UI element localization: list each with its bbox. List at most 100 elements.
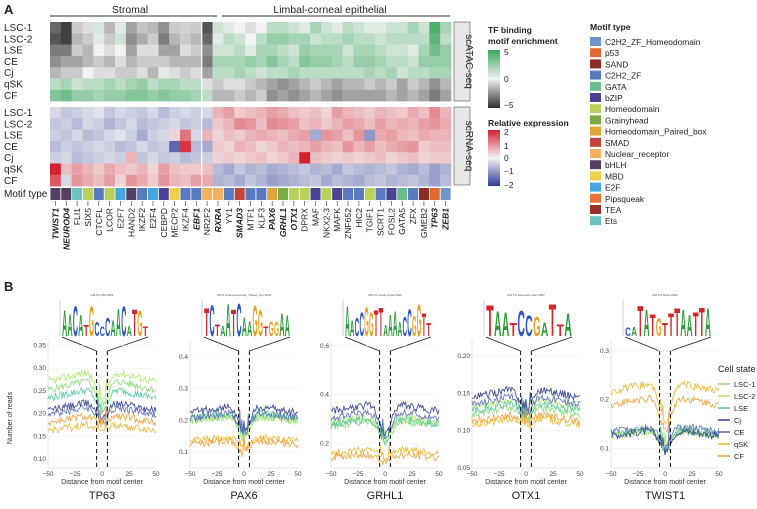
atac-cell: [71, 78, 83, 91]
x-tick-label: 25: [125, 471, 133, 478]
x-tick-label: −25: [352, 471, 363, 478]
logo-letter: T: [231, 302, 236, 345]
gene-title: PAX6: [230, 490, 257, 502]
motif-legend-swatch: [590, 37, 601, 46]
motif-type-cell: [288, 188, 299, 200]
rna-cell: [342, 118, 354, 130]
motif-type-cell: [277, 188, 289, 200]
atac-cell: [407, 33, 419, 45]
binding-tick-high: 5: [504, 47, 509, 57]
motif-legend-swatch: [590, 149, 601, 158]
atac-cell: [310, 78, 322, 91]
motif-legend-label: C2H2_ZF: [605, 71, 641, 81]
cell-legend-label: CF: [734, 452, 744, 461]
atac-cell: [310, 44, 322, 57]
y-tick-label: 0.15: [457, 390, 470, 397]
gene-title: OTX1: [512, 490, 541, 502]
atac-cell: [82, 67, 94, 79]
y-tick-label: 0.25: [33, 388, 46, 395]
rna-cell: [50, 152, 62, 164]
atac-cell: [440, 33, 452, 45]
atac-cell: [320, 67, 333, 79]
atac-cell: [342, 44, 354, 57]
atac-cell: [353, 44, 365, 57]
gene-label: SIX5: [83, 208, 93, 227]
motif-legend-label: Ets: [605, 216, 617, 226]
rna-row-label: Cj: [4, 153, 13, 164]
atac-cell: [50, 78, 62, 91]
atac-cell: [50, 55, 62, 68]
rna-cell: [245, 152, 257, 164]
atac-cell: [60, 55, 72, 68]
atac-cell: [418, 22, 430, 34]
rna-cell: [299, 118, 311, 130]
rna-cell: [71, 140, 83, 153]
logo-letter: T: [426, 319, 431, 340]
gene-label: FOSL2: [386, 208, 396, 235]
atac-cell: [104, 44, 116, 57]
x-tick-label: 50: [294, 471, 302, 478]
rna-cell: [82, 163, 94, 176]
gene-label: LCOR: [105, 208, 115, 232]
gene-label: CEBPD: [159, 208, 169, 238]
x-tick-label: 25: [688, 471, 696, 478]
rna-cell: [364, 129, 376, 142]
rna-cell: [147, 152, 159, 164]
atac-cell: [418, 55, 430, 68]
logo-letter: T: [557, 321, 565, 340]
atac-cell: [440, 22, 452, 34]
rna-cell: [288, 174, 300, 187]
logo-letter: T: [674, 301, 680, 345]
rna-cell: [115, 152, 127, 164]
rna-row-label: LSC-1: [4, 108, 33, 119]
rna-cell: [288, 129, 300, 142]
rna-cell: [60, 107, 72, 119]
motif-type-cell: [104, 188, 115, 200]
y-tick-label: 0.15: [33, 433, 46, 440]
motif-type-cell: [50, 188, 61, 200]
atac-cell: [234, 78, 246, 91]
rna-cell: [50, 163, 62, 176]
atac-cell: [136, 89, 148, 102]
atac-cell: [223, 89, 235, 102]
atac-cell: [125, 67, 138, 79]
atac-cell: [50, 33, 62, 45]
rna-cell: [375, 118, 387, 130]
atac-cell: [375, 67, 387, 79]
rna-cell: [180, 163, 192, 176]
profile-line: [610, 379, 720, 425]
atac-cell: [342, 55, 354, 68]
y-tick-label: 0.05: [457, 465, 470, 472]
logo-letter: A: [242, 312, 247, 342]
motif-type-cell: [245, 188, 256, 200]
atac-cell: [396, 67, 408, 79]
gene-label: OTX1: [289, 208, 299, 231]
rna-cell: [180, 152, 192, 164]
rna-cell: [407, 152, 419, 164]
motif-type-cell: [147, 188, 158, 200]
y-tick-label: 0.6: [320, 343, 329, 350]
rna-cell: [93, 118, 105, 130]
atac-cell: [212, 67, 224, 79]
rna-cell: [331, 129, 343, 142]
atac-cell: [375, 89, 387, 102]
motif-type-cell: [72, 188, 83, 200]
motif-type-cell: [256, 188, 267, 200]
atac-cell: [104, 22, 116, 34]
atac-cell: [385, 55, 398, 68]
logo-letter: T: [650, 307, 656, 343]
atac-cell: [375, 33, 387, 45]
atac-cell: [407, 44, 419, 57]
gene-title: TWIST1: [645, 490, 685, 502]
rna-cell: [169, 118, 181, 130]
atac-cell: [93, 33, 105, 45]
rna-cell: [223, 140, 235, 153]
rna-cell: [310, 140, 322, 153]
atac-cell: [429, 78, 441, 91]
logo-letter: A: [285, 310, 290, 343]
atac-cell: [266, 33, 278, 45]
logo-letter: T: [693, 306, 699, 344]
rna-cell: [104, 107, 116, 119]
atac-cell: [255, 44, 268, 57]
